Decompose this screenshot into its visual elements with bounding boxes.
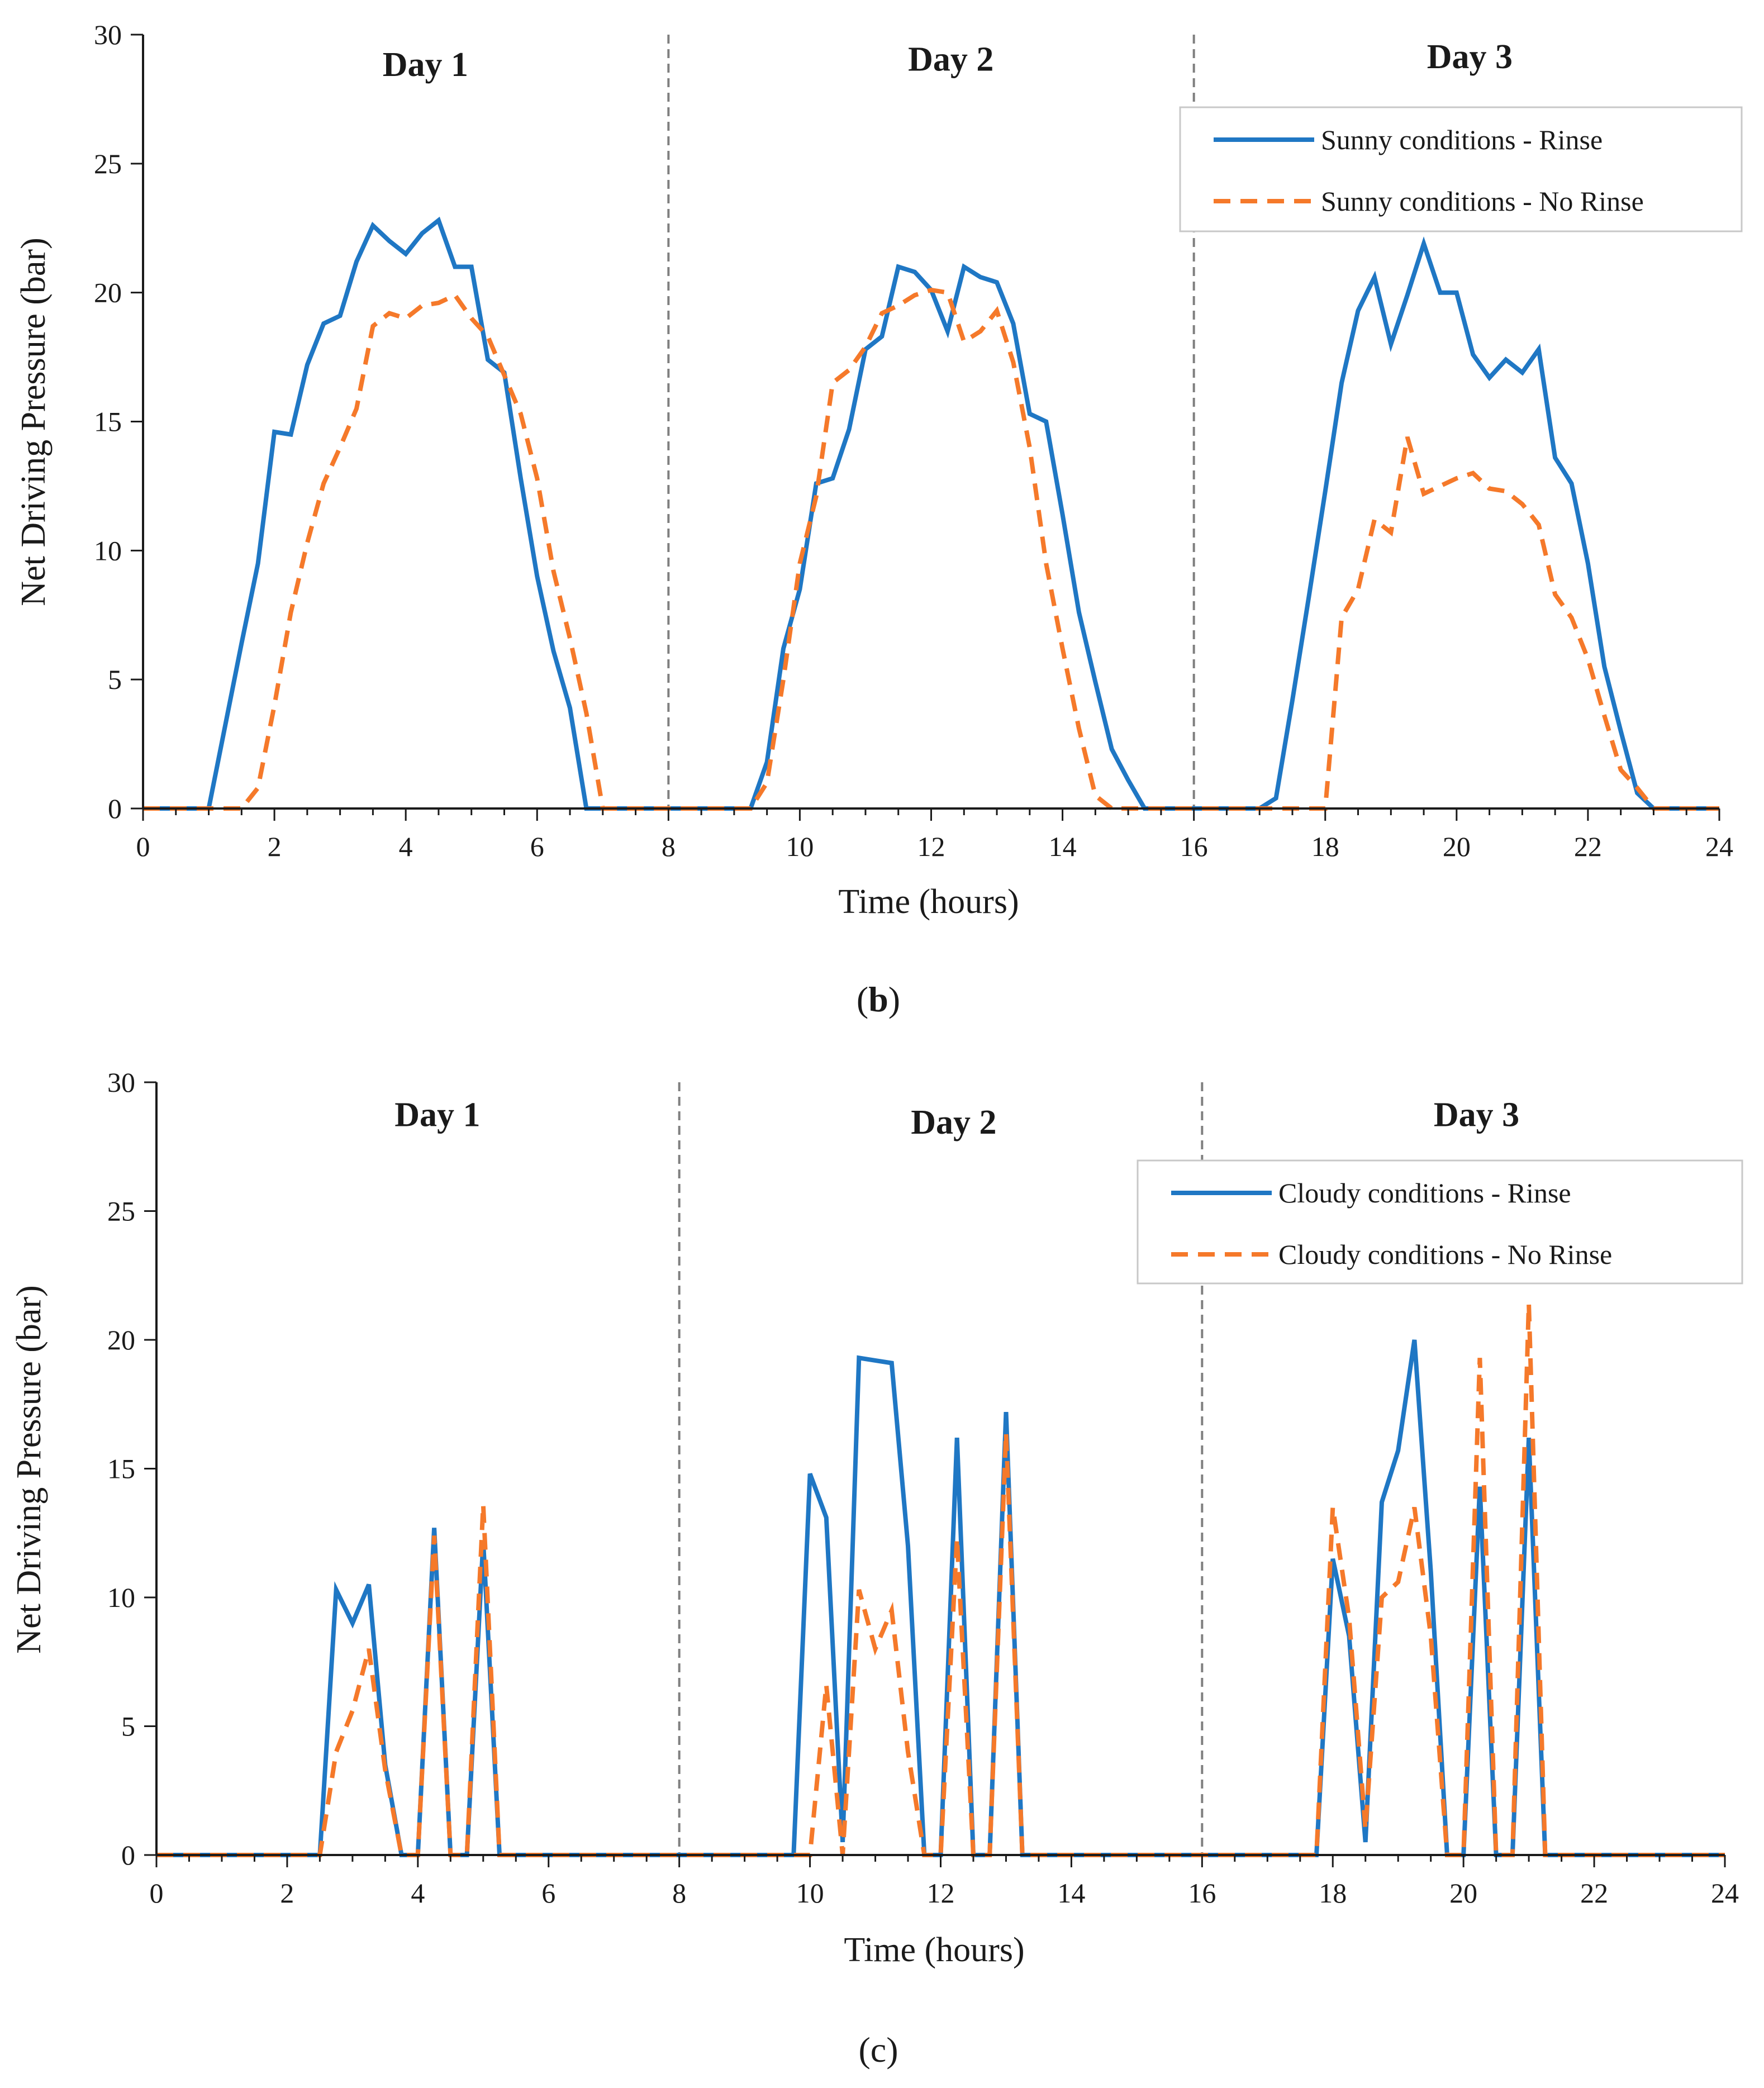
y-tick-label: 5	[108, 664, 122, 695]
x-tick-label: 12	[917, 831, 945, 862]
x-tick-label: 18	[1311, 831, 1339, 862]
x-tick-label: 24	[1705, 831, 1733, 862]
y-tick-label: 30	[94, 19, 122, 50]
y-tick-label: 10	[94, 535, 122, 566]
caption-letter: b	[868, 979, 888, 1019]
y-tick-label: 0	[108, 793, 122, 824]
y-tick-label: 20	[107, 1324, 135, 1355]
legend-box	[1137, 1159, 1743, 1285]
x-axis-title: Time (hours)	[844, 1931, 1024, 1969]
x-tick-label: 0	[136, 831, 150, 862]
legend-label: Sunny conditions - No Rinse	[1321, 186, 1644, 217]
x-axis-title: Time (hours)	[838, 883, 1019, 921]
x-tick-label: 12	[927, 1877, 955, 1909]
x-tick-label: 0	[150, 1877, 164, 1909]
legend-label: Cloudy conditions - Rinse	[1278, 1177, 1571, 1209]
x-tick-label: 8	[672, 1877, 686, 1909]
x-tick-label: 14	[1049, 831, 1077, 862]
y-axis-title: Net Driving Pressure (bar)	[10, 1285, 48, 1653]
caption-close-paren: )	[888, 979, 900, 1019]
day-dividers	[667, 35, 1195, 808]
day-label: Day 1	[383, 46, 468, 84]
x-tick-label: 6	[541, 1877, 555, 1909]
y-tick-label: 5	[121, 1711, 135, 1742]
day-labels: Day 1 Day 2 Day 3	[383, 38, 1513, 84]
x-tick-label: 10	[796, 1877, 824, 1909]
legend-label: Sunny conditions - Rinse	[1321, 124, 1603, 155]
series-lines	[156, 1304, 1725, 1857]
day-label: Day 3	[1427, 38, 1513, 76]
y-tick-label: 15	[94, 406, 122, 437]
x-tick-label: 10	[786, 831, 814, 862]
axes	[131, 34, 1720, 821]
y-tick-label: 25	[94, 148, 122, 179]
y-tick-label: 0	[121, 1839, 135, 1871]
x-tick-label: 4	[411, 1877, 425, 1909]
y-tick-label: 30	[107, 1067, 135, 1098]
x-tick-label: 24	[1711, 1877, 1739, 1909]
y-tick-label: 25	[107, 1196, 135, 1227]
axes	[144, 1081, 1726, 1867]
legend: Cloudy conditions - Rinse Cloudy conditio…	[1137, 1159, 1743, 1285]
legend-box	[1179, 106, 1743, 232]
legend-label: Cloudy conditions - No Rinse	[1278, 1239, 1612, 1270]
x-tick-label: 22	[1580, 1877, 1608, 1909]
panel-caption-b: (b)	[857, 979, 900, 1019]
x-tick-label: 2	[280, 1877, 294, 1909]
panel-caption-c: (c)	[858, 2030, 898, 2070]
day-label: Day 1	[394, 1096, 480, 1134]
caption-close-paren: )	[886, 2030, 898, 2070]
x-tick-label: 2	[268, 831, 282, 862]
x-tick-label: 16	[1188, 1877, 1216, 1909]
y-tick-label: 10	[107, 1582, 135, 1613]
day-label: Day 2	[911, 1104, 996, 1141]
y-tick-label: 20	[94, 277, 122, 308]
series-no-rinse-line	[156, 1304, 1725, 1857]
x-tick-label: 4	[399, 831, 413, 862]
day-dividers	[678, 1082, 1204, 1855]
series-no-rinse-line	[143, 287, 1719, 811]
day-labels: Day 1 Day 2 Day 3	[394, 1096, 1519, 1141]
x-tick-label: 8	[662, 831, 676, 862]
x-tick-label: 18	[1319, 1877, 1347, 1909]
x-tick-label: 20	[1449, 1877, 1477, 1909]
x-tick-label: 6	[530, 831, 544, 862]
caption-open-paren: (	[858, 2030, 870, 2070]
y-axis-title: Net Driving Pressure (bar)	[15, 237, 53, 606]
caption-open-paren: (	[857, 979, 868, 1019]
x-tick-label: 14	[1057, 1877, 1085, 1909]
x-tick-label: 22	[1574, 831, 1602, 862]
y-tick-label: 15	[107, 1453, 135, 1485]
series-rinse-line	[143, 216, 1719, 811]
caption-letter: c	[871, 2030, 886, 2070]
x-tick-label: 16	[1180, 831, 1208, 862]
series-lines	[143, 216, 1719, 811]
x-tick-label: 20	[1443, 831, 1471, 862]
legend: Sunny conditions - Rinse Sunny conditions…	[1179, 106, 1743, 232]
day-label: Day 3	[1434, 1096, 1519, 1134]
day-label: Day 2	[908, 41, 993, 79]
